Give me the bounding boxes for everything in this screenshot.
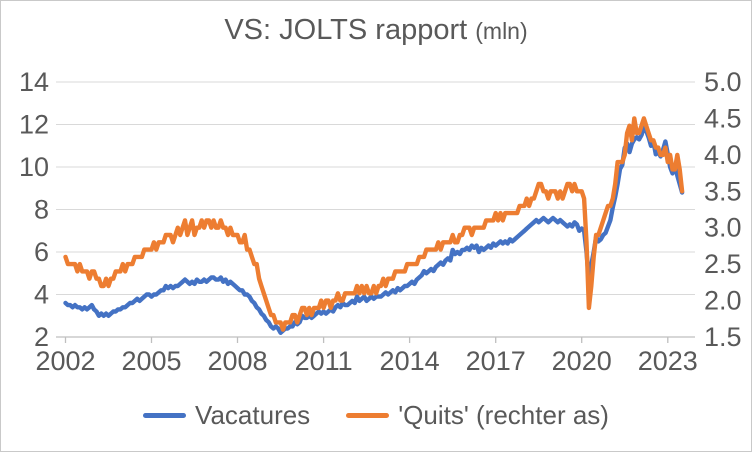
legend-label-quits: 'Quits' (rechter as) [398, 400, 609, 430]
x-tick-label: 2011 [295, 346, 353, 376]
legend-label-vacatures: Vacatures [195, 400, 311, 430]
series-line-quits [63, 116, 685, 332]
x-tick-label: 2023 [638, 346, 698, 376]
legend-swatch-vacatures [143, 413, 187, 418]
left-axis-label: 2 [34, 322, 49, 352]
x-tick-label: 2002 [35, 346, 95, 376]
right-axis-label: 4.5 [704, 103, 742, 133]
x-tick-label: 2014 [380, 346, 440, 376]
left-axis-label: 6 [34, 237, 49, 267]
left-axis-label: 14 [19, 67, 49, 97]
chart-title-text: VS: JOLTS rapport [224, 14, 468, 46]
left-axis-label: 12 [19, 110, 49, 140]
right-axis-label: 3.0 [704, 213, 742, 243]
legend-item-vacatures: Vacatures [143, 400, 310, 431]
right-axis-label: 1.5 [704, 322, 742, 352]
left-axis-label: 4 [34, 280, 49, 310]
legend-swatch-quits [346, 413, 390, 418]
right-axis-label: 3.5 [704, 176, 742, 206]
legend: Vacatures 'Quits' (rechter as) [1, 400, 751, 431]
right-axis-label: 5.0 [704, 67, 742, 97]
x-tick-label: 2005 [121, 346, 181, 376]
chart-title: VS: JOLTS rapport (mln) [1, 14, 751, 47]
left-axis-label: 10 [19, 152, 49, 182]
x-tick-label: 2008 [207, 346, 267, 376]
series-line-vacatures [63, 124, 685, 335]
right-axis-label: 2.0 [704, 286, 742, 316]
chart-title-unit: (mln) [475, 18, 528, 44]
left-axis-label: 8 [34, 195, 49, 225]
x-tick-label: 2020 [552, 346, 612, 376]
x-tick-label: 2017 [466, 346, 526, 376]
right-axis-label: 4.0 [704, 140, 742, 170]
right-axis-label: 2.5 [704, 249, 742, 279]
legend-item-quits: 'Quits' (rechter as) [346, 400, 609, 431]
